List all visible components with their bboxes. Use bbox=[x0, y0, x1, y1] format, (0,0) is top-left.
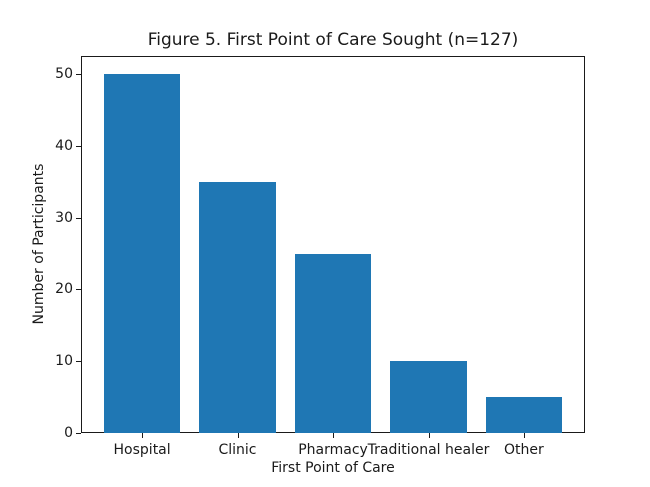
chart-title: Figure 5. First Point of Care Sought (n=… bbox=[147, 30, 519, 50]
bar-traditional-healer bbox=[390, 361, 467, 433]
y-tick bbox=[76, 74, 81, 75]
x-tick bbox=[142, 433, 144, 438]
y-tick-label-20: 20 bbox=[55, 281, 73, 298]
bar-hospital bbox=[103, 74, 181, 433]
bar-other bbox=[485, 397, 563, 433]
x-tick bbox=[237, 433, 239, 438]
y-tick-label-10: 10 bbox=[55, 353, 73, 370]
y-tick-label-40: 40 bbox=[55, 137, 73, 154]
bar-clinic bbox=[199, 181, 276, 433]
x-tick bbox=[428, 433, 430, 438]
x-tick-label-pharmacy: Pharmacy bbox=[298, 442, 368, 458]
y-tick bbox=[76, 217, 81, 219]
x-tick bbox=[333, 433, 334, 438]
x-tick-label-other: Other bbox=[504, 442, 544, 458]
y-tick bbox=[76, 433, 81, 434]
y-tick-label-30: 30 bbox=[55, 209, 73, 226]
x-tick-label-clinic: Clinic bbox=[218, 442, 257, 458]
y-tick bbox=[76, 145, 81, 147]
x-axis-label: First Point of Care bbox=[271, 460, 395, 476]
y-tick-label-0: 0 bbox=[64, 425, 73, 441]
y-axis-label: Number of Participants bbox=[31, 163, 47, 325]
x-tick-label-traditional-healer: Traditional healer bbox=[367, 442, 490, 458]
y-tick-label-50: 50 bbox=[55, 66, 73, 82]
y-tick bbox=[76, 289, 81, 291]
bar-pharmacy bbox=[294, 253, 372, 433]
x-tick-label-hospital: Hospital bbox=[113, 442, 171, 458]
x-tick bbox=[523, 433, 525, 438]
y-tick bbox=[76, 361, 81, 363]
